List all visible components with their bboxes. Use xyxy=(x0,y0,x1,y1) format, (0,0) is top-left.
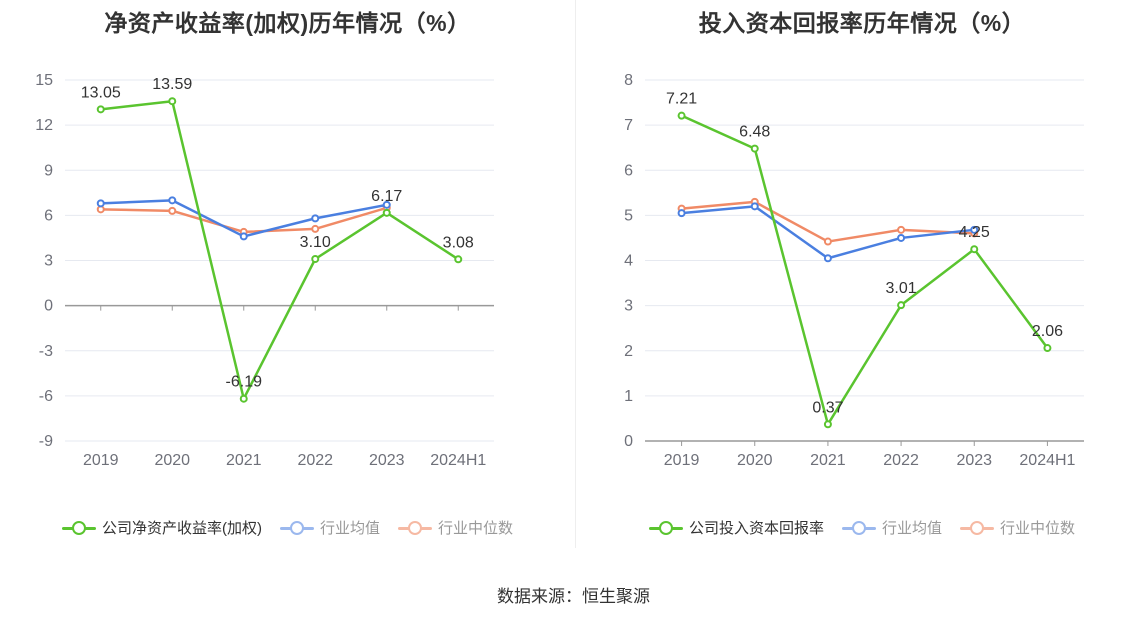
data-source-note: 数据来源：恒生聚源 xyxy=(497,587,650,606)
company-series-point[interactable] xyxy=(970,245,979,254)
x-tick-label: 2021 xyxy=(810,452,846,469)
y-tick-label: 5 xyxy=(624,207,633,224)
company-series-point[interactable] xyxy=(96,105,105,114)
y-tick-label: 0 xyxy=(624,433,633,450)
industry-avg-series-point[interactable] xyxy=(239,232,248,241)
roic-legend: 公司投入资本回报率 行业均值 行业中位数 xyxy=(577,517,1147,538)
y-tick-label: 2 xyxy=(624,343,633,360)
industry-avg-series-point[interactable] xyxy=(823,254,832,263)
legend-item-company-roe[interactable]: 公司净资产收益率(加权) xyxy=(61,517,262,538)
company-series-line xyxy=(681,114,1049,426)
industry-avg-series-point[interactable] xyxy=(750,202,759,211)
industry-median-series-point[interactable] xyxy=(897,225,906,234)
company-series-point[interactable] xyxy=(382,208,391,217)
company-data-label: 6.48 xyxy=(739,124,770,141)
legend-company-line-icon xyxy=(648,520,683,535)
y-tick-label: 3 xyxy=(624,298,633,315)
legend-item-industry-median[interactable]: 行业中位数 xyxy=(398,517,513,538)
y-tick-label: 4 xyxy=(624,253,633,270)
industry-median-series-point[interactable] xyxy=(168,206,177,215)
company-data-label: 13.59 xyxy=(152,76,192,93)
roic-chart-panel: 投入资本回报率历年情况（%） 0 1 2 3 4 5 6 7 8 2019 2020 2021 2022… xyxy=(577,0,1147,560)
roic-chart-title: 投入资本回报率历年情况（%） xyxy=(698,10,1026,36)
industry-median-series-point[interactable] xyxy=(823,237,832,246)
company-series-point[interactable] xyxy=(168,97,177,106)
industry-avg-series-point[interactable] xyxy=(96,199,105,208)
company-series-line xyxy=(100,99,459,400)
x-tick-label: 2019 xyxy=(83,452,119,469)
company-series-point[interactable] xyxy=(897,301,906,310)
y-tick-label: 9 xyxy=(44,162,53,179)
roe-legend: 公司净资产收益率(加权) 行业均值 行业中位数 xyxy=(0,517,575,538)
industry-avg-series-point[interactable] xyxy=(677,209,686,218)
company-series-point[interactable] xyxy=(677,111,686,120)
x-tick-label: 2023 xyxy=(369,452,405,469)
company-data-label: 0.37 xyxy=(812,399,843,416)
x-tick-label: 2024H1 xyxy=(430,452,486,469)
y-tick-label: 0 xyxy=(44,298,53,315)
x-tick-label: 2022 xyxy=(297,452,333,469)
x-tick-label: 2019 xyxy=(664,452,700,469)
company-data-label: 3.10 xyxy=(300,234,331,251)
company-data-label: 3.01 xyxy=(886,280,917,297)
x-tick-label: 2020 xyxy=(154,452,190,469)
legend-avg-label: 行业均值 xyxy=(881,520,942,537)
x-tick-label: 2024H1 xyxy=(1019,452,1075,469)
company-series-point[interactable] xyxy=(454,255,463,264)
industry-avg-series-point[interactable] xyxy=(970,225,979,234)
company-series-point[interactable] xyxy=(311,254,320,263)
roic-chart-svg: 0 1 2 3 4 5 6 7 8 2019 2020 2021 2022 2023 2024H1 7.21 6… xyxy=(624,72,1084,469)
y-tick-label: 6 xyxy=(44,207,53,224)
panel-divider xyxy=(575,0,576,548)
legend-item-industry-avg[interactable]: 行业均值 xyxy=(279,517,380,538)
company-series-point[interactable] xyxy=(239,394,248,403)
industry-median-series-point[interactable] xyxy=(311,224,320,233)
company-data-label: 3.08 xyxy=(443,234,474,251)
company-data-label: 13.05 xyxy=(81,84,121,101)
legend-item-industry-median[interactable]: 行业中位数 xyxy=(960,517,1075,538)
legend-avg-line-icon xyxy=(841,520,876,535)
legend-avg-line-icon xyxy=(279,520,314,535)
company-series-point[interactable] xyxy=(823,420,832,429)
company-data-label: 2.06 xyxy=(1032,323,1063,340)
company-data-label: 6.17 xyxy=(371,188,402,205)
company-series-point[interactable] xyxy=(1043,344,1052,353)
x-tick-label: 2020 xyxy=(737,452,773,469)
industry-avg-series-point[interactable] xyxy=(897,233,906,242)
y-tick-label: 12 xyxy=(35,117,53,134)
y-tick-label: 15 xyxy=(35,72,53,89)
y-tick-label: 3 xyxy=(44,253,53,270)
y-tick-label: -6 xyxy=(39,388,53,405)
legend-company-line-icon xyxy=(61,520,96,535)
legend-median-line-icon xyxy=(398,520,432,535)
x-tick-label: 2023 xyxy=(956,452,992,469)
company-data-label: -6.19 xyxy=(226,374,263,391)
legend-median-line-icon xyxy=(960,520,994,535)
y-tick-label: -9 xyxy=(39,433,53,450)
y-tick-label: -3 xyxy=(39,343,53,360)
legend-avg-label: 行业均值 xyxy=(319,520,380,537)
x-tick-label: 2021 xyxy=(226,452,262,469)
company-data-label: 7.21 xyxy=(666,91,697,108)
industry-avg-series-point[interactable] xyxy=(311,214,320,223)
industry-avg-series-point[interactable] xyxy=(168,196,177,205)
roe-chart-title: 净资产收益率(加权)历年情况（%） xyxy=(104,10,471,36)
legend-median-label: 行业中位数 xyxy=(1000,520,1076,537)
legend-median-label: 行业中位数 xyxy=(438,520,514,537)
roe-chart-panel: 净资产收益率(加权)历年情况（%） -9 -6 -3 0 3 6 9 12 15 2019 2020… xyxy=(0,0,575,560)
company-data-label: 4.25 xyxy=(959,224,990,241)
legend-item-company-roic[interactable]: 公司投入资本回报率 xyxy=(648,517,824,538)
y-tick-label: 1 xyxy=(624,388,633,405)
legend-company-label: 公司投入资本回报率 xyxy=(688,520,824,537)
x-tick-label: 2022 xyxy=(883,452,919,469)
roe-chart-svg: -9 -6 -3 0 3 6 9 12 15 2019 2020 2021 2022 2023 2024H1… xyxy=(35,72,494,469)
y-tick-label: 7 xyxy=(624,117,633,134)
legend-item-industry-avg[interactable]: 行业均值 xyxy=(841,517,942,538)
company-series-point[interactable] xyxy=(750,144,759,153)
legend-company-label: 公司净资产收益率(加权) xyxy=(101,520,262,537)
industry-avg-series-point[interactable] xyxy=(382,200,391,209)
y-tick-label: 8 xyxy=(624,72,633,89)
y-tick-label: 6 xyxy=(624,162,633,179)
